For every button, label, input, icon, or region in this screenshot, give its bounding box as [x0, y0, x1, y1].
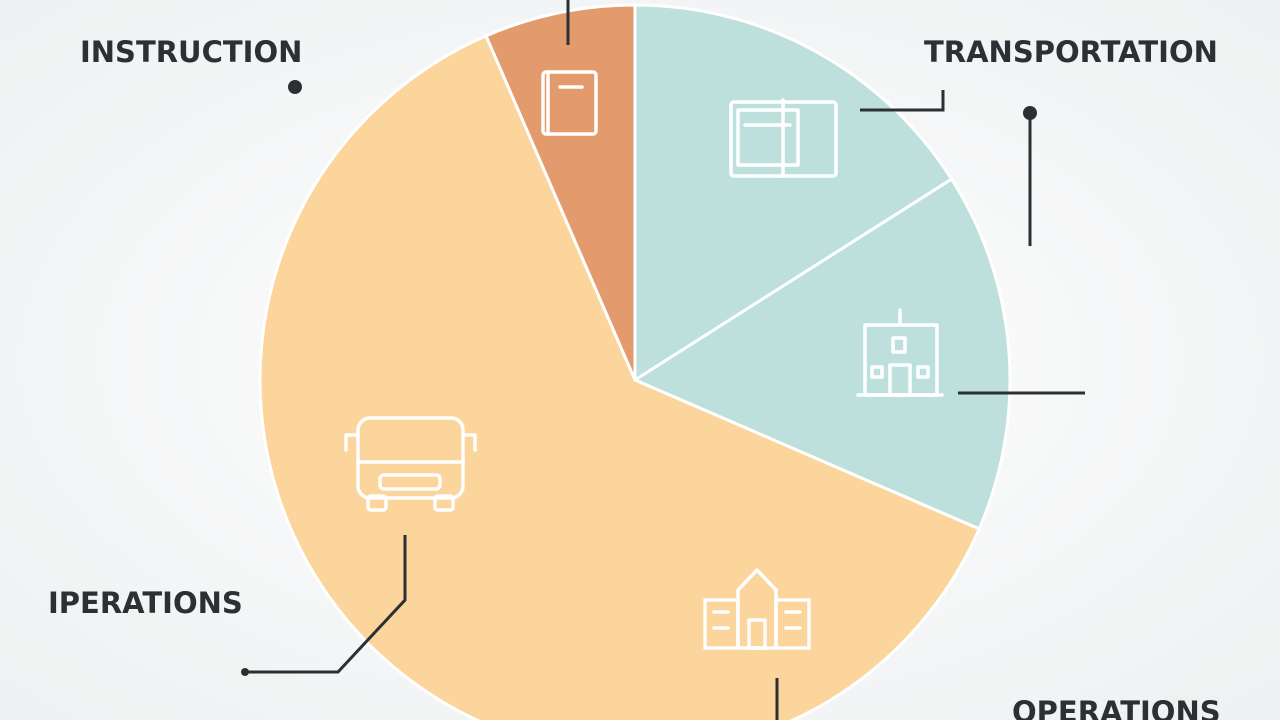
school-icon [856, 308, 944, 397]
category-label: TRANSPORTATION [924, 35, 1218, 69]
pie-slice [484, 3, 637, 381]
pie-slice [258, 33, 982, 720]
book-icon [541, 70, 598, 136]
open-book-icon [729, 98, 838, 178]
pie-slice [633, 3, 954, 383]
building-icon [703, 568, 811, 650]
labels: TRANSPORTATION OPERATIONS IPERATIONS INSTRU… [48, 35, 1221, 720]
bus-icon [344, 416, 477, 512]
category-label: OPERATIONS [1012, 695, 1221, 720]
category-label: INSTRUCTION [80, 35, 302, 69]
leader-dot [241, 668, 249, 676]
category-label: IPERATIONS [48, 586, 243, 620]
pie [258, 3, 1012, 720]
leader-line [860, 90, 945, 112]
icons [344, 70, 944, 650]
leader-lines [241, 0, 1085, 720]
leader-dot [288, 80, 302, 94]
pie-slice [631, 176, 1012, 531]
leader-line [245, 535, 407, 674]
